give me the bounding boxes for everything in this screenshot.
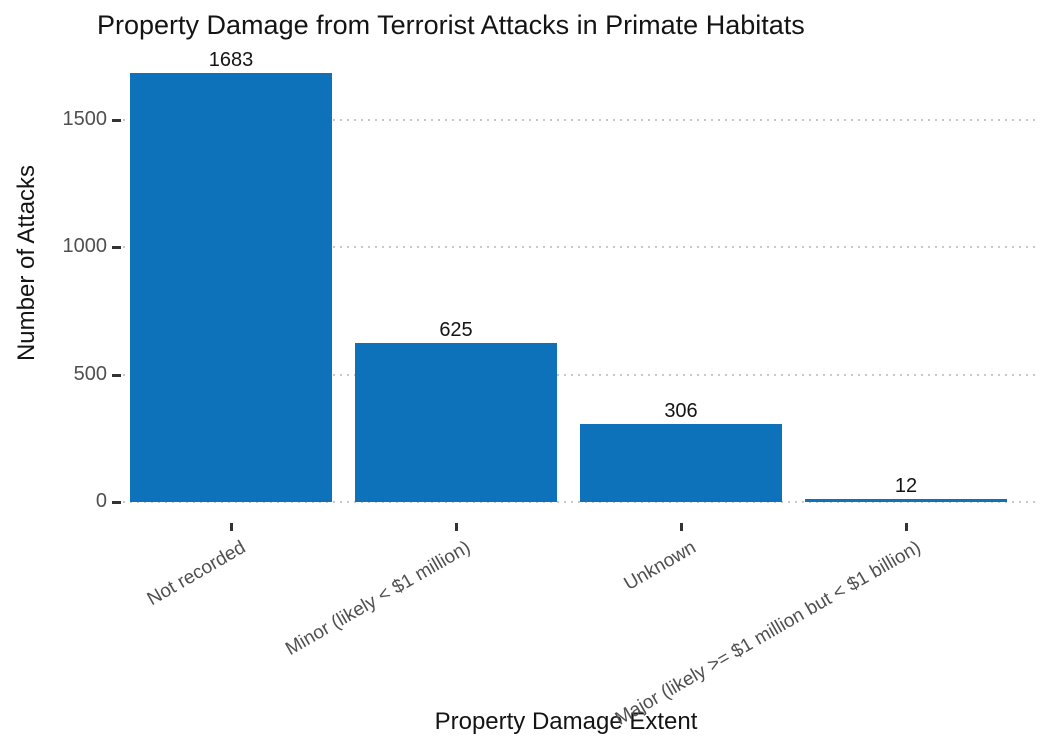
x-tick-mark bbox=[230, 523, 233, 531]
y-tick-mark bbox=[112, 118, 121, 122]
bar-value-label: 625 bbox=[439, 318, 473, 341]
chart-title: Property Damage from Terrorist Attacks i… bbox=[97, 10, 805, 40]
y-tick-label: 1000 bbox=[62, 235, 108, 258]
y-tick-label: 1500 bbox=[62, 107, 108, 130]
bar-1 bbox=[130, 73, 332, 502]
x-axis-title: Property Damage Extent bbox=[434, 708, 698, 735]
y-gridline bbox=[123, 501, 1036, 503]
y-tick-label: 500 bbox=[73, 362, 107, 385]
bar-2 bbox=[355, 342, 557, 502]
x-category-label: Unknown bbox=[620, 537, 700, 595]
y-gridline bbox=[123, 118, 1036, 121]
x-tick-mark bbox=[455, 523, 458, 531]
bar-value-label: 1683 bbox=[208, 49, 254, 72]
bar-4 bbox=[805, 498, 1007, 502]
bar-value-label: 12 bbox=[894, 474, 918, 497]
x-tick-mark bbox=[905, 523, 908, 531]
y-gridline bbox=[123, 373, 1036, 376]
bar-value-label: 306 bbox=[664, 400, 698, 423]
bar-3 bbox=[580, 424, 782, 502]
y-axis-title: Number of Attacks bbox=[13, 164, 40, 362]
x-tick-mark bbox=[680, 523, 683, 531]
y-tick-mark bbox=[112, 501, 121, 504]
y-tick-label: 0 bbox=[95, 490, 107, 512]
x-category-label: Minor (likely < $1 million) bbox=[282, 537, 475, 660]
x-category-label: Not recorded bbox=[143, 537, 250, 611]
y-tick-mark bbox=[112, 246, 121, 250]
y-tick-mark bbox=[112, 373, 121, 377]
y-gridline bbox=[123, 246, 1036, 249]
